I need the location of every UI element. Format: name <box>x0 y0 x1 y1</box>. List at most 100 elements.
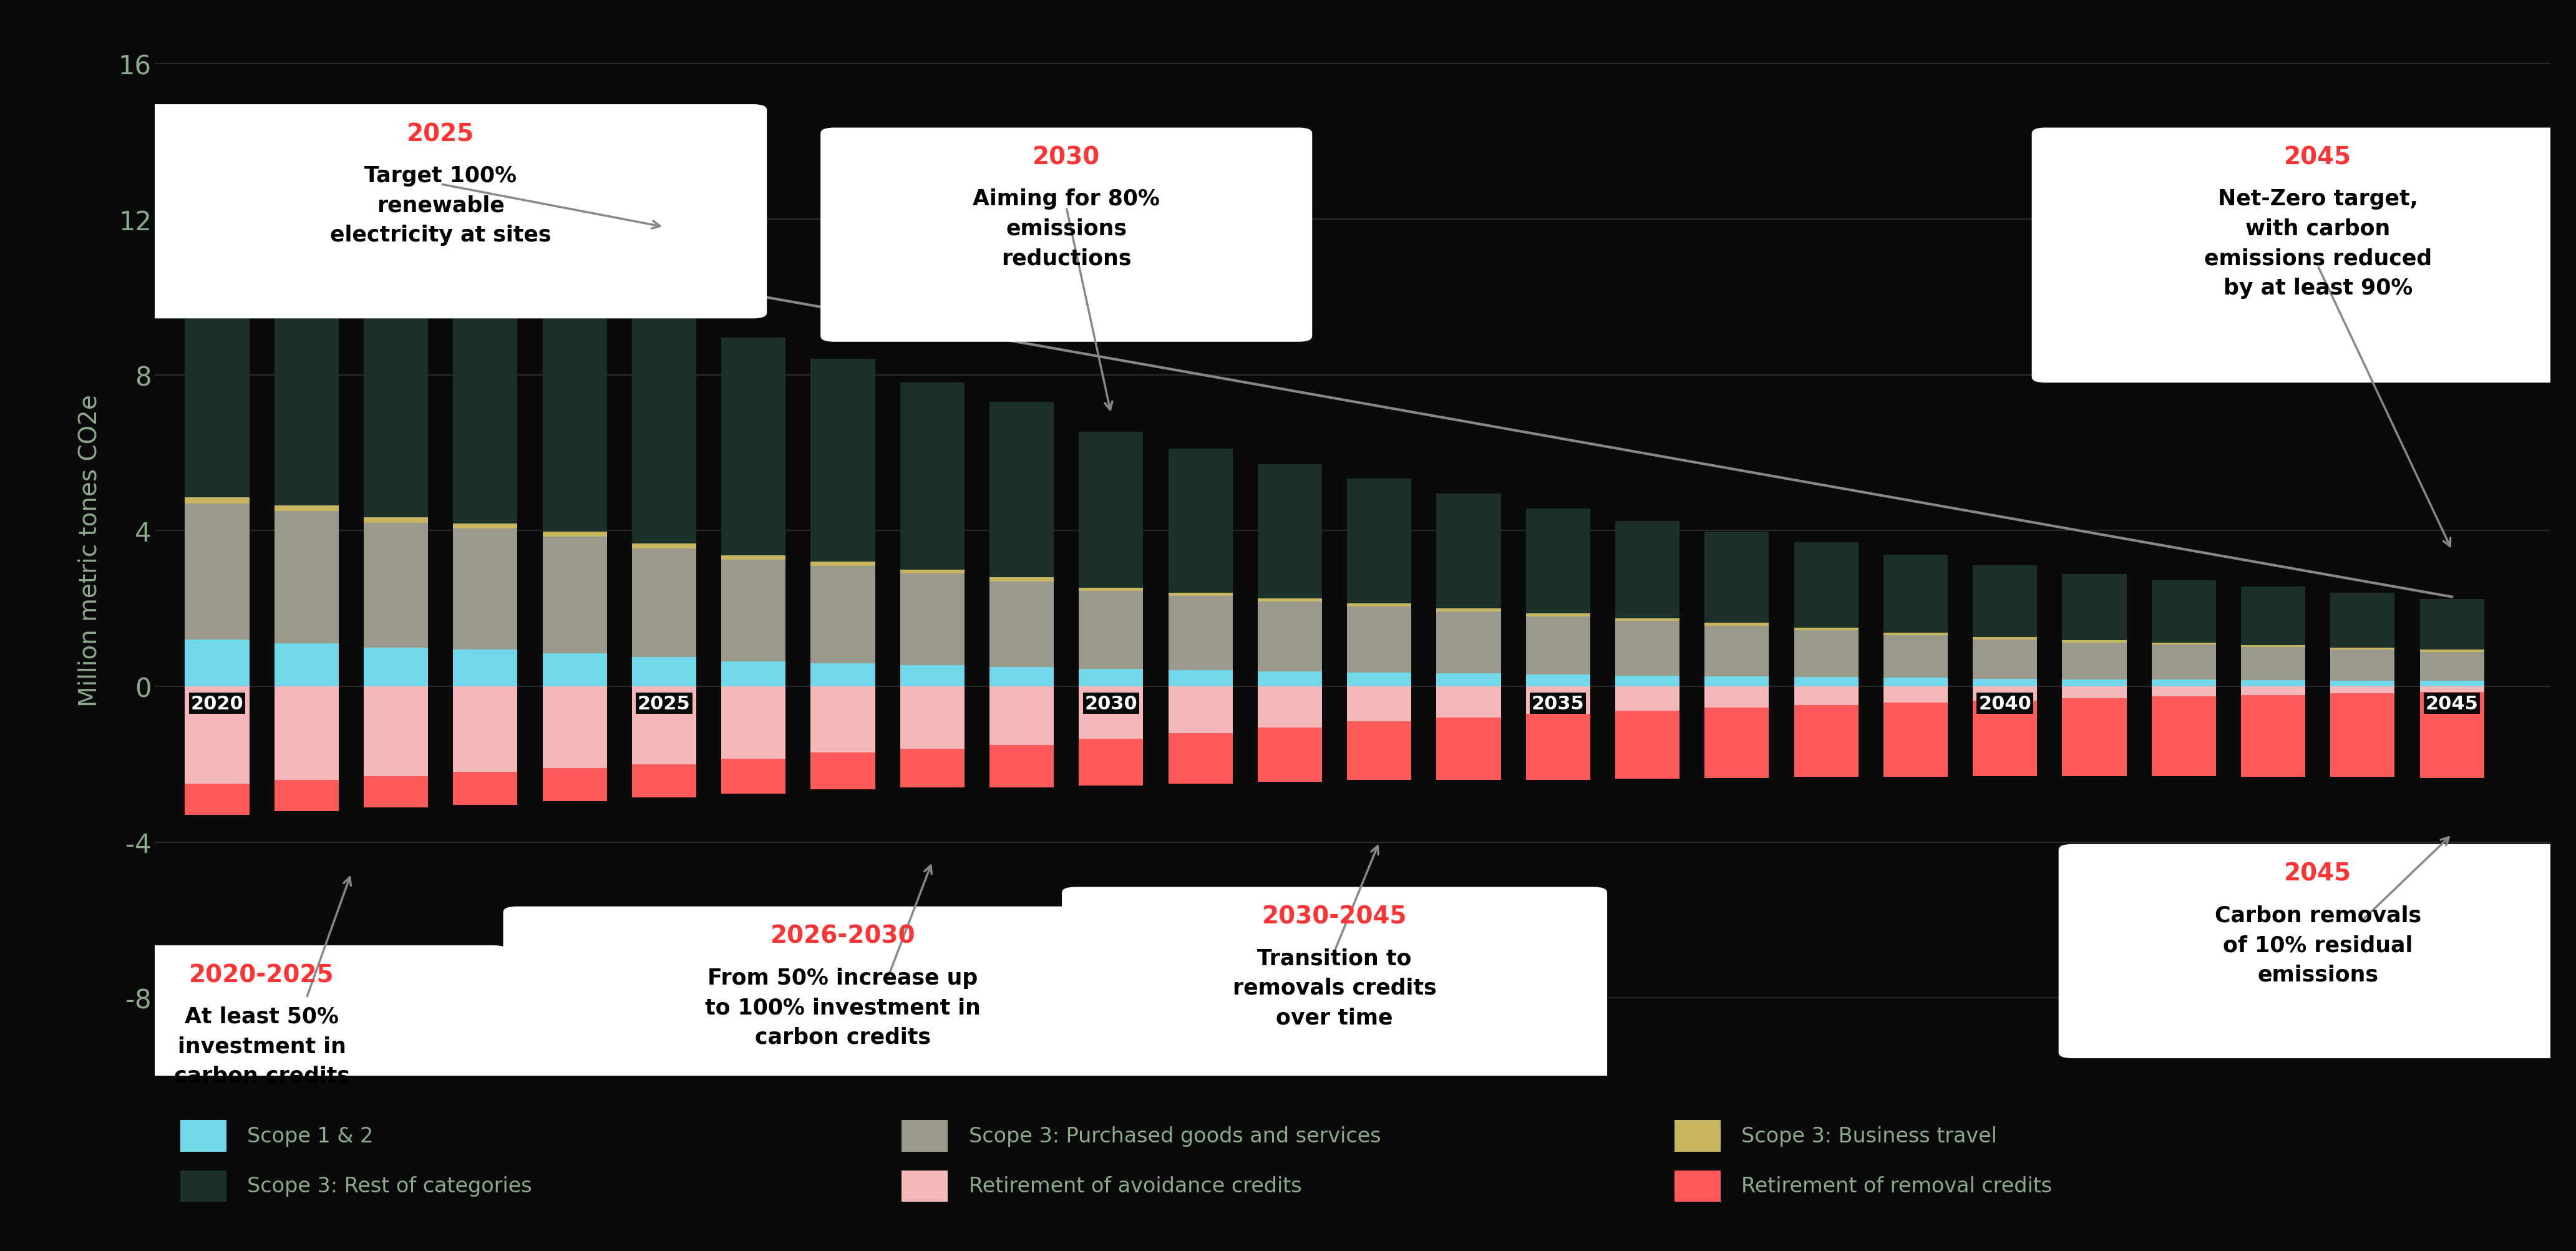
Bar <box>1615 711 1680 779</box>
Text: Net-Zero target,
with carbon
emissions reduced
by at least 90%: Net-Zero target, with carbon emissions r… <box>2205 189 2432 299</box>
Bar <box>273 687 337 781</box>
Bar <box>453 529 518 649</box>
Bar <box>2151 643 2215 646</box>
Text: At least 50%
investment in
carbon credits: At least 50% investment in carbon credit… <box>173 1006 350 1086</box>
Text: 2025: 2025 <box>639 694 690 713</box>
Bar <box>363 245 428 518</box>
Bar <box>989 667 1054 687</box>
Bar <box>453 524 518 529</box>
Bar <box>453 649 518 687</box>
Bar <box>811 562 876 565</box>
Bar <box>1705 708 1770 778</box>
Bar <box>185 641 250 687</box>
Bar <box>721 560 786 662</box>
Bar <box>2331 693 2396 777</box>
Bar <box>1793 543 1857 628</box>
Bar <box>2241 681 2306 687</box>
Bar <box>544 687 608 768</box>
Bar <box>899 574 963 666</box>
Bar <box>185 504 250 641</box>
Bar <box>989 582 1054 667</box>
Bar <box>544 537 608 653</box>
Bar <box>721 555 786 560</box>
Text: Transition to
removals credits
over time: Transition to removals credits over time <box>1234 947 1437 1028</box>
Bar <box>2331 593 2396 648</box>
Text: Target 100%
renewable
electricity at sites: Target 100% renewable electricity at sit… <box>330 165 551 245</box>
Bar <box>2419 682 2483 687</box>
Bar <box>721 662 786 687</box>
Bar <box>273 507 337 512</box>
Bar <box>899 749 963 788</box>
Bar <box>1525 676 1589 687</box>
FancyBboxPatch shape <box>2032 128 2576 383</box>
Text: 2030: 2030 <box>1033 145 1100 169</box>
Bar <box>2241 647 2306 681</box>
Bar <box>1170 593 1231 597</box>
Bar <box>1347 479 1412 604</box>
Bar <box>1793 677 1857 687</box>
Bar <box>2063 574 2128 641</box>
Bar <box>631 764 696 798</box>
Bar <box>1170 687 1231 733</box>
Bar <box>1257 464 1321 599</box>
Y-axis label: Million metric tones CO2e: Million metric tones CO2e <box>77 394 100 707</box>
Bar <box>1347 673 1412 687</box>
Bar <box>1883 703 1947 777</box>
Bar <box>363 523 428 648</box>
Bar <box>811 565 876 663</box>
Bar <box>1705 687 1770 708</box>
Bar <box>811 753 876 789</box>
Bar <box>1615 687 1680 711</box>
Bar <box>1615 618 1680 622</box>
Bar <box>2331 649 2396 681</box>
Bar <box>1705 626 1770 677</box>
Bar <box>544 653 608 687</box>
Bar <box>1257 672 1321 687</box>
Bar <box>1705 623 1770 626</box>
Bar <box>631 658 696 687</box>
Bar <box>1437 687 1502 718</box>
Bar <box>1973 687 2038 701</box>
Bar <box>1525 614 1589 617</box>
Bar <box>1170 449 1231 593</box>
Bar <box>1883 678 1947 687</box>
Bar <box>185 498 250 504</box>
Bar <box>185 687 250 784</box>
Bar <box>811 663 876 687</box>
Text: 2026-2030: 2026-2030 <box>770 924 914 948</box>
Bar <box>1793 687 1857 706</box>
Bar <box>1170 671 1231 687</box>
Bar <box>453 687 518 772</box>
Bar <box>185 206 250 498</box>
Bar <box>1347 604 1412 607</box>
Bar <box>363 776 428 807</box>
Bar <box>2151 697 2215 777</box>
Bar <box>544 768 608 802</box>
Bar <box>1347 687 1412 722</box>
Bar <box>899 687 963 749</box>
Bar <box>989 403 1054 578</box>
Bar <box>1525 687 1589 714</box>
Bar <box>1973 638 2038 641</box>
Bar <box>989 578 1054 582</box>
Bar <box>1347 722 1412 781</box>
Text: 2030-2045: 2030-2045 <box>1262 904 1406 928</box>
Bar <box>273 512 337 644</box>
Bar <box>899 570 963 574</box>
Bar <box>2241 687 2306 696</box>
Bar <box>1883 633 1947 636</box>
Text: Retirement of avoidance credits: Retirement of avoidance credits <box>969 1176 1301 1196</box>
Bar <box>363 648 428 687</box>
Bar <box>2063 643 2128 679</box>
Bar <box>273 226 337 507</box>
Bar <box>1525 714 1589 781</box>
Text: 2020: 2020 <box>191 694 245 713</box>
Bar <box>631 548 696 658</box>
Bar <box>1079 739 1144 786</box>
Bar <box>1257 687 1321 728</box>
Bar <box>273 781 337 811</box>
Bar <box>1079 687 1144 739</box>
Text: Aiming for 80%
emissions
reductions: Aiming for 80% emissions reductions <box>974 189 1159 269</box>
Bar <box>1883 555 1947 633</box>
FancyBboxPatch shape <box>822 128 1311 343</box>
